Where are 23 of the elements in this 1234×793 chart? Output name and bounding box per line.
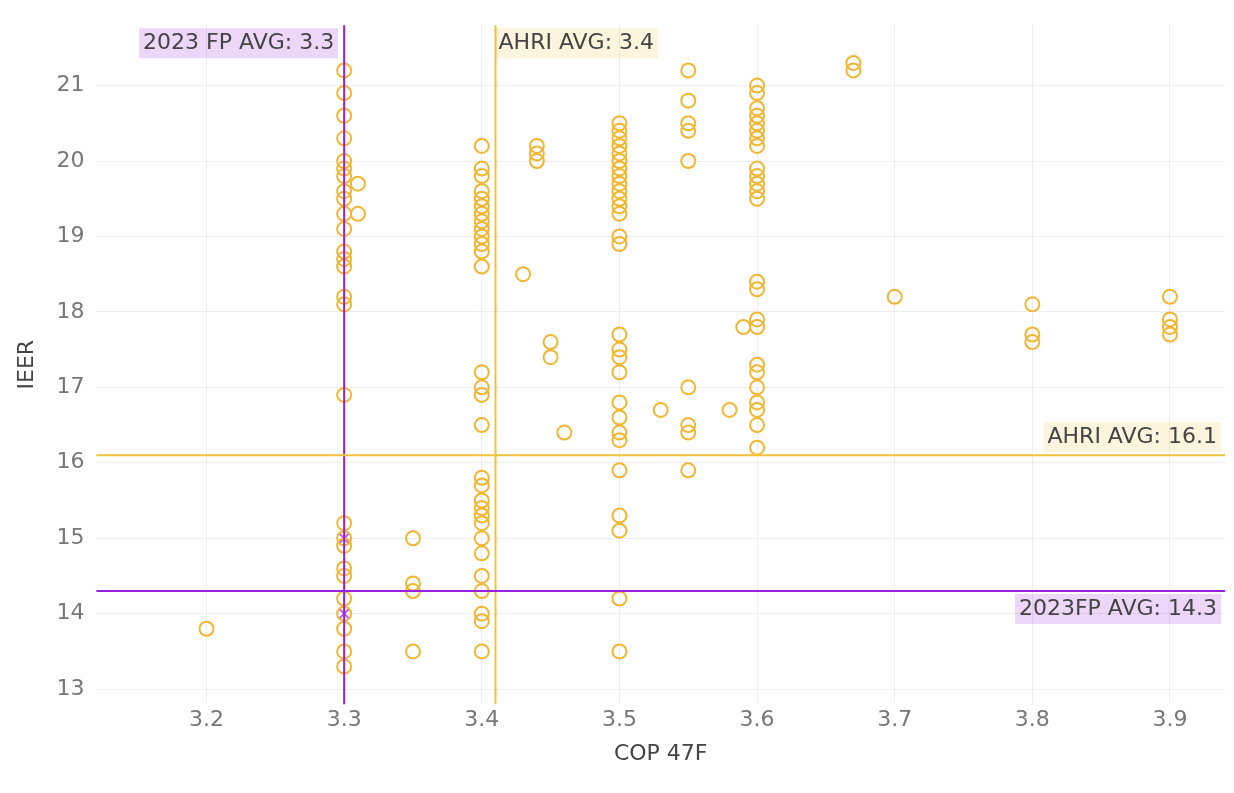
ref-line-label: AHRI AVG: 16.1	[1047, 422, 1218, 448]
y-tick-label: 16	[56, 448, 85, 474]
x-tick-label: 3.2	[189, 706, 224, 732]
x-axis-title: COP 47F	[613, 739, 708, 765]
ref-line-label: 2023 FP AVG: 3.3	[143, 28, 335, 54]
y-tick-label: 20	[56, 146, 85, 172]
x-tick-label: 3.9	[1152, 706, 1188, 732]
ref-line-label: AHRI AVG: 3.4	[498, 28, 655, 54]
x-tick-label: 3.3	[326, 706, 362, 732]
x-tick-label: 3.7	[877, 706, 913, 732]
x-tick-label: 3.5	[601, 706, 637, 732]
y-tick-label: 21	[56, 71, 85, 97]
y-tick-label: 17	[56, 373, 85, 399]
y-tick-label: 18	[56, 297, 85, 323]
ref-line-label: 2023FP AVG: 14.3	[1018, 594, 1218, 620]
y-tick-label: 19	[56, 222, 85, 248]
x-tick-label: 3.6	[739, 706, 775, 732]
y-axis-title: IEER	[12, 339, 38, 390]
y-tick-label: 15	[56, 523, 85, 549]
x-tick-label: 3.8	[1014, 706, 1050, 732]
y-tick-label: 14	[56, 599, 85, 625]
x-tick-label: 3.4	[464, 706, 500, 732]
y-tick-label: 13	[56, 674, 85, 700]
